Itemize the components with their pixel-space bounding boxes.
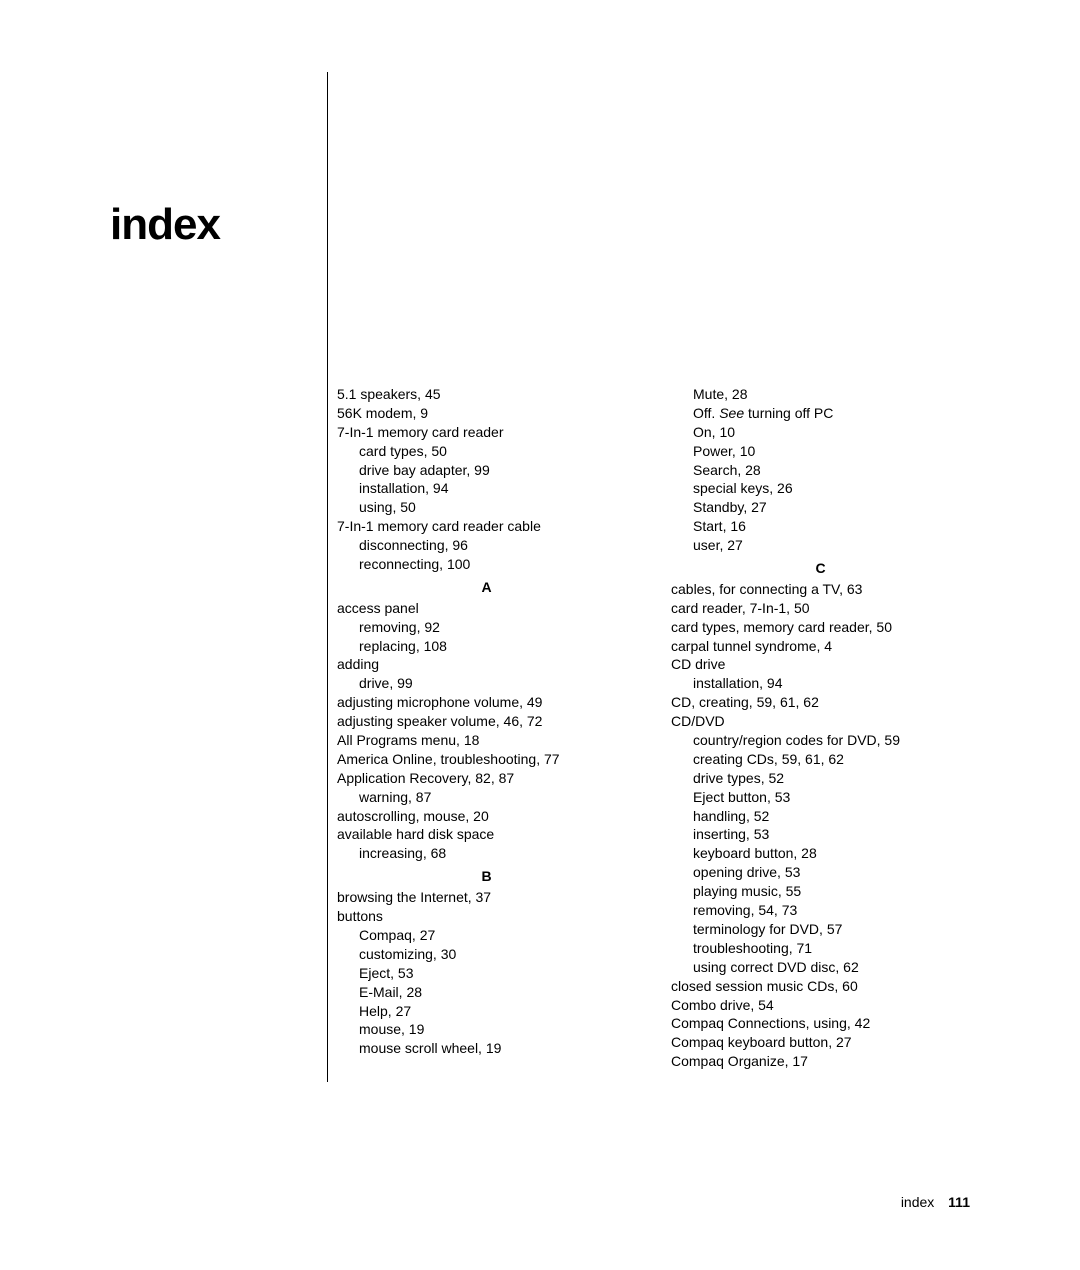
index-entry: On, 10 (671, 423, 970, 442)
index-entry: Compaq keyboard button, 27 (671, 1033, 970, 1052)
index-entry: CD/DVD (671, 712, 970, 731)
index-entry: Help, 27 (337, 1002, 636, 1021)
section-letter: C (671, 559, 970, 578)
index-entry: adding (337, 655, 636, 674)
index-entry: 56K modem, 9 (337, 404, 636, 423)
index-entry: Standby, 27 (671, 498, 970, 517)
index-entry: customizing, 30 (337, 945, 636, 964)
entry-see: See (719, 405, 744, 421)
index-entry: drive, 99 (337, 674, 636, 693)
index-entry: Start, 16 (671, 517, 970, 536)
index-entry: keyboard button, 28 (671, 844, 970, 863)
index-entry: warning, 87 (337, 788, 636, 807)
index-entry: All Programs menu, 18 (337, 731, 636, 750)
index-entry: playing music, 55 (671, 882, 970, 901)
index-entry: adjusting microphone volume, 49 (337, 693, 636, 712)
index-entry: drive types, 52 (671, 769, 970, 788)
index-entry: opening drive, 53 (671, 863, 970, 882)
page-title: index (110, 200, 220, 250)
index-page: index 5.1 speakers, 4556K modem, 97-In-1… (0, 0, 1080, 1270)
index-entry: terminology for DVD, 57 (671, 920, 970, 939)
index-entry: increasing, 68 (337, 844, 636, 863)
column-left: 5.1 speakers, 4556K modem, 97-In-1 memor… (337, 385, 636, 1071)
index-entry: inserting, 53 (671, 825, 970, 844)
footer-page-number: 111 (948, 1194, 970, 1210)
index-entry: using, 50 (337, 498, 636, 517)
index-entry: Compaq Connections, using, 42 (671, 1014, 970, 1033)
index-entry: CD, creating, 59, 61, 62 (671, 693, 970, 712)
index-entry: mouse, 19 (337, 1020, 636, 1039)
index-entry: Off. See turning off PC (671, 404, 970, 423)
index-entry: replacing, 108 (337, 637, 636, 656)
index-entry: troubleshooting, 71 (671, 939, 970, 958)
index-entry: Eject button, 53 (671, 788, 970, 807)
index-entry: removing, 54, 73 (671, 901, 970, 920)
index-entry: CD drive (671, 655, 970, 674)
index-entry: closed session music CDs, 60 (671, 977, 970, 996)
index-entry: 7-In-1 memory card reader cable (337, 517, 636, 536)
index-entry: user, 27 (671, 536, 970, 555)
index-entry: access panel (337, 599, 636, 618)
index-entry: carpal tunnel syndrome, 4 (671, 637, 970, 656)
index-entry: Eject, 53 (337, 964, 636, 983)
index-entry: 7-In-1 memory card reader (337, 423, 636, 442)
index-entry: buttons (337, 907, 636, 926)
column-right: Mute, 28Off. See turning off PCOn, 10Pow… (671, 385, 970, 1071)
index-entry: Power, 10 (671, 442, 970, 461)
index-entry: Combo drive, 54 (671, 996, 970, 1015)
footer-label: index (901, 1194, 934, 1210)
index-entry: browsing the Internet, 37 (337, 888, 636, 907)
index-entry: cables, for connecting a TV, 63 (671, 580, 970, 599)
entry-text: Off. (693, 405, 719, 421)
index-entry: Mute, 28 (671, 385, 970, 404)
index-entry: creating CDs, 59, 61, 62 (671, 750, 970, 769)
index-entry: card types, 50 (337, 442, 636, 461)
index-entry: autoscrolling, mouse, 20 (337, 807, 636, 826)
index-entry: installation, 94 (337, 479, 636, 498)
index-entry: America Online, troubleshooting, 77 (337, 750, 636, 769)
vertical-divider (327, 72, 328, 1082)
index-entry: Compaq Organize, 17 (671, 1052, 970, 1071)
index-entry: E-Mail, 28 (337, 983, 636, 1002)
index-entry: card types, memory card reader, 50 (671, 618, 970, 637)
index-entry: handling, 52 (671, 807, 970, 826)
section-letter: A (337, 578, 636, 597)
index-entry: Compaq, 27 (337, 926, 636, 945)
index-entry: reconnecting, 100 (337, 555, 636, 574)
index-entry: installation, 94 (671, 674, 970, 693)
index-entry: removing, 92 (337, 618, 636, 637)
section-letter: B (337, 867, 636, 886)
index-entry: country/region codes for DVD, 59 (671, 731, 970, 750)
index-entry: adjusting speaker volume, 46, 72 (337, 712, 636, 731)
index-entry: special keys, 26 (671, 479, 970, 498)
index-entry: Search, 28 (671, 461, 970, 480)
index-entry: 5.1 speakers, 45 (337, 385, 636, 404)
index-entry: mouse scroll wheel, 19 (337, 1039, 636, 1058)
entry-text: turning off PC (744, 405, 833, 421)
index-entry: using correct DVD disc, 62 (671, 958, 970, 977)
index-entry: Application Recovery, 82, 87 (337, 769, 636, 788)
page-footer: index 111 (901, 1194, 970, 1210)
index-content: 5.1 speakers, 4556K modem, 97-In-1 memor… (337, 385, 970, 1071)
index-entry: card reader, 7-In-1, 50 (671, 599, 970, 618)
index-entry: disconnecting, 96 (337, 536, 636, 555)
index-entry: available hard disk space (337, 825, 636, 844)
index-entry: drive bay adapter, 99 (337, 461, 636, 480)
